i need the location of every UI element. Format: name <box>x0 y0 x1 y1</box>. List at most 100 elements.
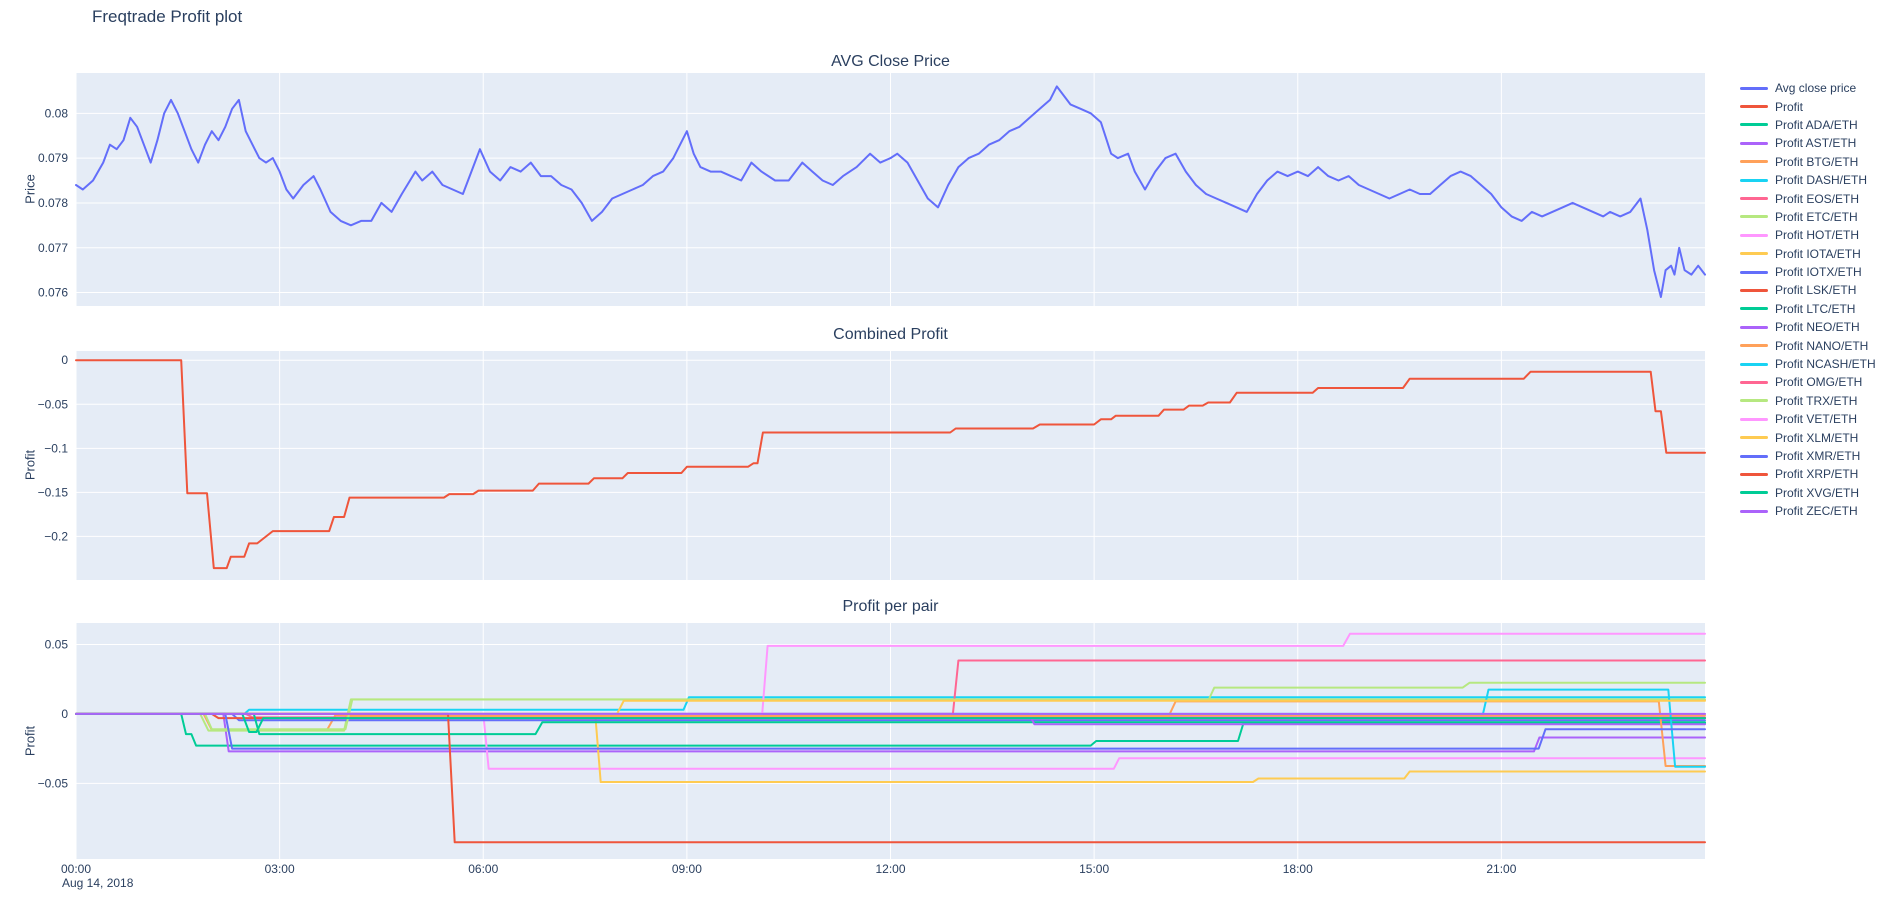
legend-item-profit-trx-eth[interactable]: Profit TRX/ETH <box>1740 392 1876 410</box>
legend-item-label: Profit NANO/ETH <box>1775 338 1869 353</box>
legend-item-label: Profit XRP/ETH <box>1775 467 1859 482</box>
subplot-title-avg-close-price: AVG Close Price <box>831 53 950 70</box>
y-tick-label: 0.077 <box>38 241 68 255</box>
legend-item-profit-iota-eth[interactable]: Profit IOTA/ETH <box>1740 245 1876 263</box>
legend-item-label: Profit HOT/ETH <box>1775 228 1860 243</box>
y-tick-label: 0.079 <box>38 151 68 165</box>
legend-item-label: Profit IOTA/ETH <box>1775 246 1861 261</box>
legend-item-profit-ada-eth[interactable]: Profit ADA/ETH <box>1740 116 1876 134</box>
x-tick-label: 15:00 <box>1079 862 1109 876</box>
x-tick-label: 06:00 <box>468 862 498 876</box>
legend-item-profit-etc-eth[interactable]: Profit ETC/ETH <box>1740 208 1876 226</box>
series-avg-close-price[interactable] <box>75 85 1706 298</box>
legend-line-swatch <box>1740 436 1768 440</box>
legend-line-swatch <box>1740 288 1768 292</box>
x-tick-label: 12:00 <box>875 862 905 876</box>
legend-item-label: Profit BTG/ETH <box>1775 154 1859 169</box>
x-tick-label: 00:00 <box>61 862 91 876</box>
legend-item-profit[interactable]: Profit <box>1740 97 1876 115</box>
legend-item-label: Profit EOS/ETH <box>1775 191 1860 206</box>
legend-item-profit-zec-eth[interactable]: Profit ZEC/ETH <box>1740 502 1876 520</box>
x-tick-label: 18:00 <box>1283 862 1313 876</box>
y-axis-title-profit-pairs: Profit <box>22 725 38 757</box>
legend-line-swatch <box>1740 270 1768 274</box>
legend-item-profit-xrp-eth[interactable]: Profit XRP/ETH <box>1740 465 1876 483</box>
legend-item-label: Profit NEO/ETH <box>1775 320 1860 335</box>
y-tick-label: −0.05 <box>38 776 69 790</box>
legend-item-profit-eos-eth[interactable]: Profit EOS/ETH <box>1740 189 1876 207</box>
legend-item-profit-hot-eth[interactable]: Profit HOT/ETH <box>1740 226 1876 244</box>
legend-item-label: Profit <box>1775 99 1804 114</box>
y-tick-label: 0.05 <box>45 638 69 652</box>
legend-item-profit-vet-eth[interactable]: Profit VET/ETH <box>1740 410 1876 428</box>
legend-item-label: Profit LSK/ETH <box>1775 283 1857 298</box>
x-axis-date-annotation: Aug 14, 2018 <box>62 876 134 890</box>
figure-title: Freqtrade Profit plot <box>92 7 243 26</box>
legend-item-label: Profit NCASH/ETH <box>1775 357 1876 372</box>
x-tick-label: 21:00 <box>1486 862 1516 876</box>
legend-item-profit-dash-eth[interactable]: Profit DASH/ETH <box>1740 171 1876 189</box>
legend-item-profit-omg-eth[interactable]: Profit OMG/ETH <box>1740 373 1876 391</box>
legend-line-swatch <box>1740 509 1768 513</box>
legend-line-swatch <box>1740 325 1768 329</box>
legend-line-swatch <box>1740 123 1768 127</box>
y-tick-label: −0.1 <box>44 441 68 455</box>
legend-item-label: Profit VET/ETH <box>1775 412 1858 427</box>
subplot-title-profit-per-pair: Profit per pair <box>842 598 939 615</box>
legend-line-swatch <box>1740 362 1768 366</box>
legend-line-swatch <box>1740 233 1768 237</box>
legend-item-profit-ltc-eth[interactable]: Profit LTC/ETH <box>1740 300 1876 318</box>
legend-item-avg-close-price[interactable]: Avg close price <box>1740 79 1876 97</box>
legend-item-profit-lsk-eth[interactable]: Profit LSK/ETH <box>1740 281 1876 299</box>
legend-item-profit-xmr-eth[interactable]: Profit XMR/ETH <box>1740 447 1876 465</box>
y-tick-label: −0.15 <box>38 485 69 499</box>
legend-line-swatch <box>1740 197 1768 201</box>
y-tick-label: 0 <box>61 353 68 367</box>
series-profit-trx-eth[interactable] <box>75 681 1706 731</box>
legend-item-label: Profit ZEC/ETH <box>1775 504 1858 519</box>
legend-item-profit-ast-eth[interactable]: Profit AST/ETH <box>1740 134 1876 152</box>
legend-item-profit-xvg-eth[interactable]: Profit XVG/ETH <box>1740 484 1876 502</box>
legend-item-profit-iotx-eth[interactable]: Profit IOTX/ETH <box>1740 263 1876 281</box>
legend-line-swatch <box>1740 105 1768 109</box>
series-profit-iota-eth[interactable] <box>75 712 1706 783</box>
y-tick-label: −0.05 <box>38 397 69 411</box>
legend-item-profit-btg-eth[interactable]: Profit BTG/ETH <box>1740 153 1876 171</box>
series-profit[interactable] <box>75 359 1706 570</box>
legend-line-swatch <box>1740 344 1768 348</box>
legend-item-label: Profit XLM/ETH <box>1775 430 1859 445</box>
legend-item-label: Profit AST/ETH <box>1775 136 1857 151</box>
legend-line-swatch <box>1740 380 1768 384</box>
subplot-title-combined-profit: Combined Profit <box>833 326 948 343</box>
legend-line-swatch <box>1740 141 1768 145</box>
y-axis-title-price: Price <box>22 174 38 204</box>
legend-item-label: Profit ETC/ETH <box>1775 209 1858 224</box>
y-tick-label: 0.08 <box>45 106 69 120</box>
legend-item-label: Profit XVG/ETH <box>1775 485 1860 500</box>
legend-line-swatch <box>1740 454 1768 458</box>
legend-line-swatch <box>1740 417 1768 421</box>
legend-item-profit-nano-eth[interactable]: Profit NANO/ETH <box>1740 336 1876 354</box>
x-tick-label: 03:00 <box>265 862 295 876</box>
legend-line-swatch <box>1740 252 1768 256</box>
y-tick-label: −0.2 <box>44 529 68 543</box>
x-tick-label: 09:00 <box>672 862 702 876</box>
y-tick-label: 0 <box>61 707 68 721</box>
legend-item-label: Profit IOTX/ETH <box>1775 265 1862 280</box>
legend-line-swatch <box>1740 472 1768 476</box>
legend-line-swatch <box>1740 307 1768 311</box>
series-profit-ada-eth[interactable] <box>75 712 1706 747</box>
legend-item-label: Profit DASH/ETH <box>1775 173 1868 188</box>
legend-item-profit-ncash-eth[interactable]: Profit NCASH/ETH <box>1740 355 1876 373</box>
legend-item-profit-neo-eth[interactable]: Profit NEO/ETH <box>1740 318 1876 336</box>
legend-item-label: Avg close price <box>1775 81 1857 96</box>
legend-item-label: Profit XMR/ETH <box>1775 449 1861 463</box>
y-axis-title-profit-combined: Profit <box>22 449 38 481</box>
legend-item-profit-xlm-eth[interactable]: Profit XLM/ETH <box>1740 428 1876 446</box>
legend-item-label: Profit ADA/ETH <box>1775 117 1858 132</box>
legend-item-label: Profit OMG/ETH <box>1775 375 1863 390</box>
legend-line-swatch <box>1740 160 1768 164</box>
legend-line-swatch <box>1740 215 1768 219</box>
legend-line-swatch <box>1740 86 1768 90</box>
